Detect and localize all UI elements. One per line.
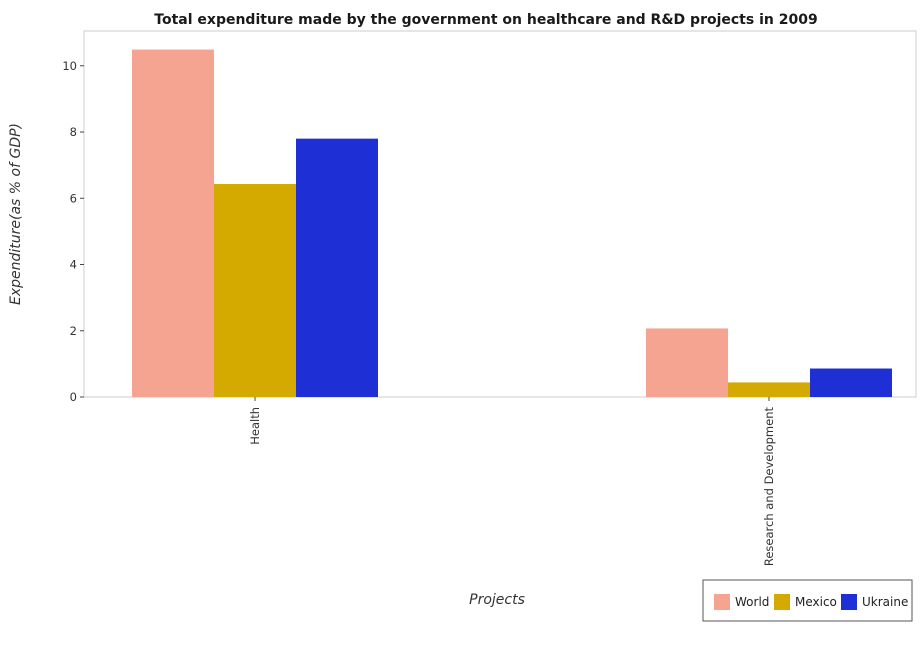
bars [132,49,892,398]
bar-world-1 [132,49,214,398]
y-tick-label: 8 [70,125,77,139]
y-tick-label: 6 [70,191,77,205]
y-tick-label: 2 [70,324,77,338]
plot-frame [83,30,917,398]
legend-label-ukraine: Ukraine [862,595,908,609]
legend-swatch-ukraine [841,594,857,610]
legend-label-mexico: Mexico [795,595,837,609]
legend-label-world: World [735,595,769,609]
bar-world-2 [646,328,728,397]
y-tick-label: 4 [70,258,77,272]
x-tick-label: Health [248,407,262,445]
bar-ukraine-2 [810,368,892,397]
bar-mexico-1 [214,184,296,397]
legend-box [702,579,913,622]
x-axis-label: Projects [469,592,525,608]
bar-ukraine-1 [296,138,378,397]
legend: World Mexico Ukraine [702,579,913,622]
y-tick-label: 10 [62,59,77,73]
legend-swatch-world [714,594,730,610]
y-tick-label: 0 [70,390,77,404]
y-axis: 0 2 4 6 8 10 [62,59,84,404]
bar-mexico-2 [728,382,810,397]
x-axis: Health Research and Development [248,397,776,566]
x-tick-label: Research and Development [762,407,776,567]
chart-title: Total expenditure made by the government… [154,12,817,28]
y-axis-label: Expenditure(as % of GDP) [8,123,24,305]
legend-swatch-mexico [774,594,790,610]
